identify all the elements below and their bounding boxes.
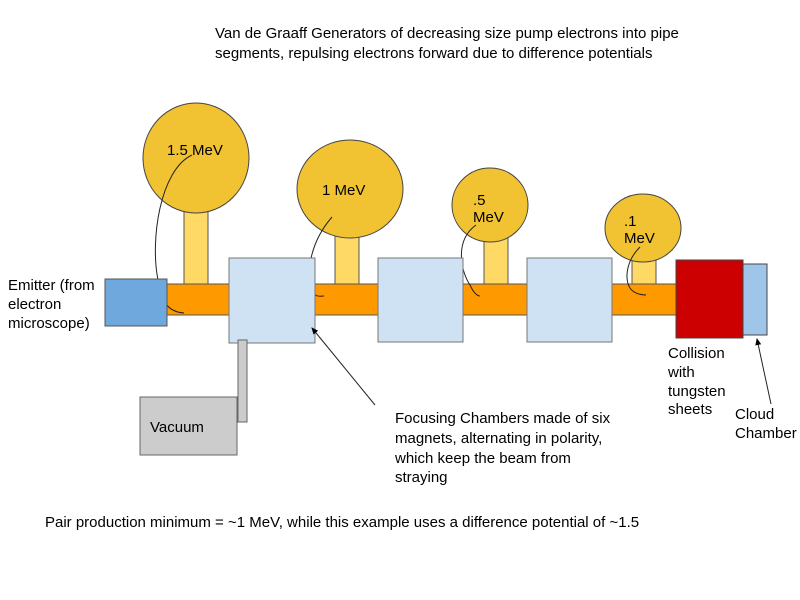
generator-label-3a: .5	[473, 192, 486, 209]
vacuum-tube	[237, 339, 248, 423]
cloud-chamber-label-1: Cloud	[735, 406, 774, 423]
generator-sphere-1	[142, 102, 250, 214]
title-line-1: Van de Graaff Generators of decreasing s…	[215, 25, 679, 42]
generator-sphere-3	[451, 167, 529, 243]
cloud-chamber-label-2: Chamber	[735, 425, 797, 442]
collision-label-4: sheets	[668, 401, 712, 418]
emitter-block	[104, 278, 168, 327]
title-line-2: segments, repulsing electrons forward du…	[215, 45, 652, 62]
generator-label-4a: .1	[624, 213, 637, 230]
generator-label-1: 1.5 MeV	[167, 142, 223, 159]
focusing-label-3: which keep the beam from	[394, 450, 571, 467]
collision-label-1: Collision	[668, 345, 725, 362]
focusing-arrow	[311, 327, 376, 406]
collision-label-2: with	[667, 364, 695, 381]
cloud-chamber-arrow	[755, 338, 772, 405]
generator-label-2: 1 MeV	[322, 182, 365, 199]
focusing-label-1: Focusing Chambers made of six	[395, 410, 611, 427]
focusing-chamber-3	[526, 257, 613, 343]
vacuum-pump	[139, 396, 238, 456]
footer-note: Pair production minimum = ~1 MeV, while …	[45, 514, 639, 531]
generator-label-3b: MeV	[473, 209, 504, 226]
collision-block	[675, 259, 744, 339]
vacuum-label: Vacuum	[150, 419, 204, 436]
focusing-chamber-2	[377, 257, 464, 343]
emitter-label-2: electron	[8, 296, 61, 313]
emitter-label-1: Emitter (from	[8, 277, 95, 294]
emitter-label-3: microscope)	[8, 315, 90, 332]
generator-label-4b: MeV	[624, 230, 655, 247]
generator-sphere-4	[604, 193, 682, 263]
focusing-label-2: magnets, alternating in polarity,	[395, 430, 602, 447]
focusing-label-4: straying	[395, 469, 448, 486]
generator-sphere-2	[296, 139, 404, 239]
collision-label-3: tungsten	[668, 383, 726, 400]
focusing-chamber-1	[228, 257, 316, 344]
generator-stem-2	[334, 231, 360, 286]
generator-stem-3	[483, 237, 509, 286]
cloud-chamber-block	[742, 263, 768, 336]
generator-stem-4	[631, 259, 657, 286]
